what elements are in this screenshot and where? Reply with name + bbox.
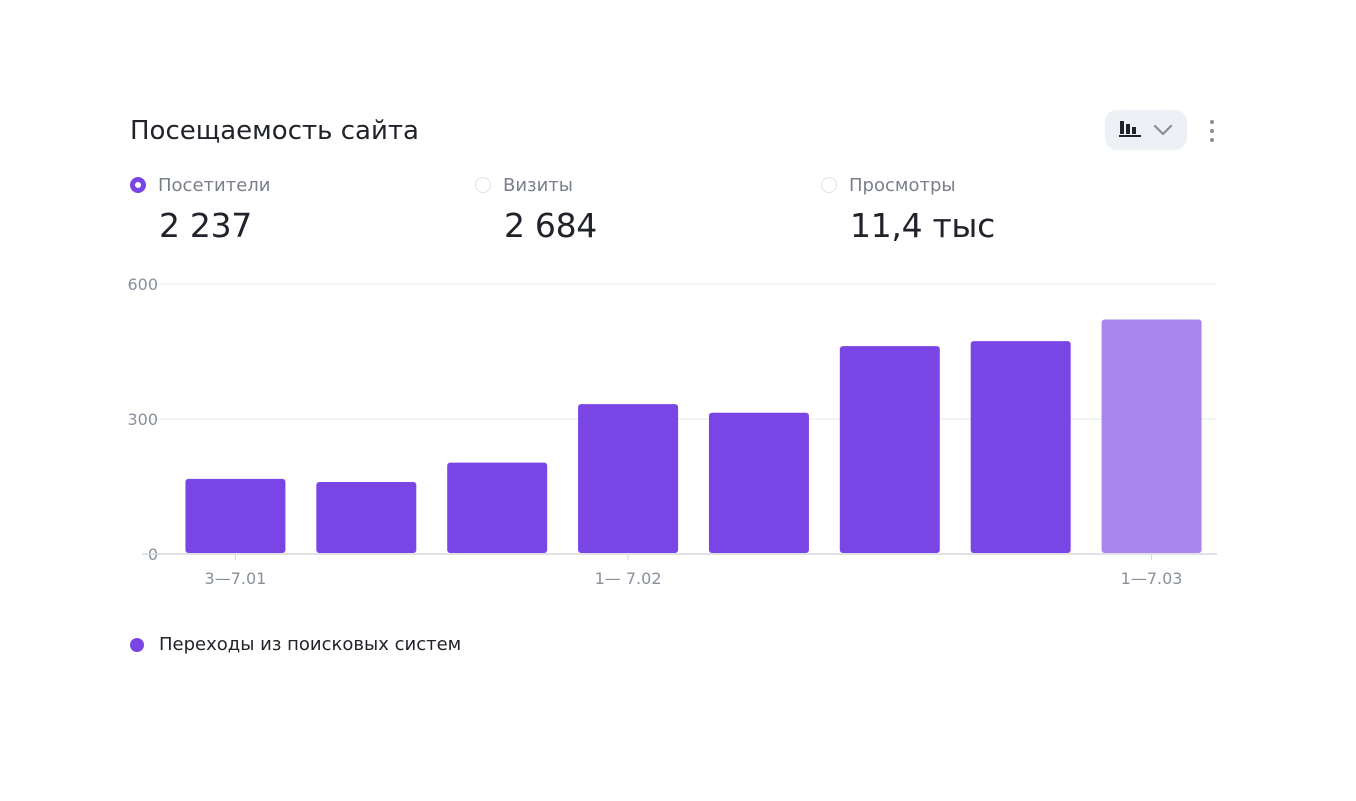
legend-marker	[130, 637, 144, 652]
bar	[578, 404, 679, 553]
bar	[447, 462, 548, 553]
bar	[185, 478, 286, 553]
bar-chart-icon	[1119, 118, 1141, 142]
metric-pageviews-label: Просмотры	[849, 174, 956, 196]
metric-visits[interactable]: Визиты 2 684	[475, 172, 597, 245]
chevron-down-icon	[1153, 121, 1173, 140]
more-vertical-icon[interactable]	[1200, 114, 1224, 148]
metric-visits-value: 2 684	[504, 206, 597, 245]
chart-type-switch[interactable]	[1105, 110, 1187, 150]
bar	[316, 482, 417, 553]
radio-visitors[interactable]	[130, 177, 146, 193]
y-tick-label: 300	[127, 410, 158, 429]
legend-label: Переходы из поисковых систем	[159, 634, 462, 655]
metric-visitors[interactable]: Посетители 2 237	[130, 172, 270, 245]
y-tick-label: 600	[127, 275, 158, 294]
metric-pageviews-value: 11,4 тыс	[850, 206, 995, 245]
metric-visitors-label: Посетители	[158, 174, 271, 196]
metric-visits-label: Визиты	[503, 174, 574, 196]
x-tick-label: 1—7.03	[1121, 569, 1183, 588]
chart-legend[interactable]: Переходы из поисковых систем	[130, 634, 461, 655]
x-tick-label: 1— 7.02	[595, 569, 662, 588]
metric-pageviews[interactable]: Просмотры 11,4 тыс	[821, 172, 995, 245]
radio-pageviews[interactable]	[821, 177, 837, 193]
bar	[708, 412, 809, 553]
bar	[1101, 319, 1202, 553]
x-tick-label: 3—7.01	[205, 569, 267, 588]
bar	[839, 346, 940, 553]
metric-visitors-value: 2 237	[159, 206, 252, 245]
bar	[970, 341, 1071, 553]
radio-visits[interactable]	[475, 177, 491, 193]
chart-title: Посещаемость сайта	[130, 116, 419, 146]
